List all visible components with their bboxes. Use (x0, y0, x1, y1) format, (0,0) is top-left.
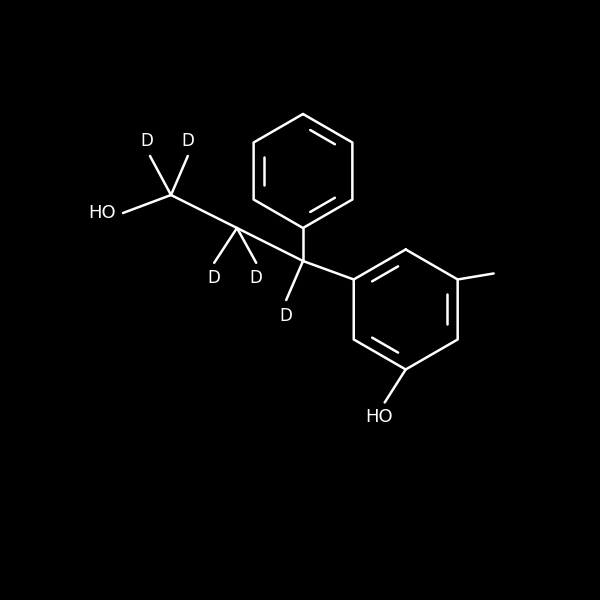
Text: D: D (140, 132, 154, 150)
Text: D: D (280, 307, 293, 325)
Text: HO: HO (365, 409, 392, 427)
Text: HO: HO (88, 204, 116, 222)
Text: D: D (181, 132, 194, 150)
Text: D: D (250, 269, 263, 287)
Text: D: D (208, 269, 221, 287)
